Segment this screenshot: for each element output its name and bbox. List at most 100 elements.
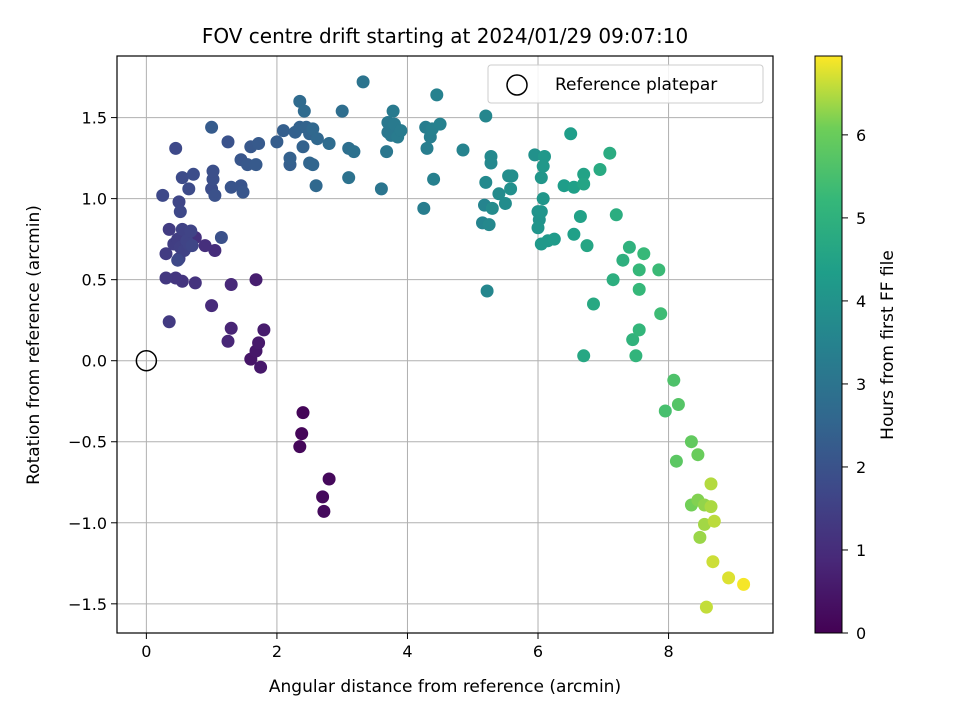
plot-frame <box>116 55 774 634</box>
scatter-point <box>322 472 336 486</box>
scatter-point <box>632 282 646 296</box>
scatter-point <box>224 321 238 335</box>
scatter-point <box>295 427 309 441</box>
scatter-point <box>224 278 238 291</box>
scatter-point <box>306 122 320 136</box>
scatter-point <box>185 239 199 253</box>
grid-lines <box>117 56 773 633</box>
y-tick-label: −1.0 <box>68 514 107 533</box>
scatter-point <box>534 171 548 185</box>
scatter-point <box>182 182 196 196</box>
scatter-point <box>577 349 591 363</box>
scatter-points <box>156 75 751 614</box>
scatter-point <box>629 349 643 363</box>
legend-marker-icon <box>506 74 528 96</box>
colorbar-tick-label: 5 <box>856 209 866 228</box>
scatter-point <box>417 201 431 215</box>
scatter-point <box>162 222 176 236</box>
scatter-point <box>580 239 594 253</box>
scatter-point <box>654 307 668 321</box>
scatter-point <box>380 145 394 159</box>
scatter-point <box>296 140 310 154</box>
legend: Reference platepar <box>487 64 764 104</box>
scatter-point <box>171 253 185 267</box>
colorbar-label: Hours from first FF file <box>878 250 898 440</box>
scatter-point <box>342 171 356 185</box>
y-tick-label: −0.5 <box>68 433 107 452</box>
colorbar <box>814 55 843 634</box>
scatter-point <box>699 600 713 614</box>
scatter-point <box>198 239 212 253</box>
scatter-point <box>293 440 307 454</box>
scatter-point <box>249 158 263 172</box>
scatter-point <box>603 146 617 160</box>
scatter-point <box>704 477 718 491</box>
scatter-point <box>637 247 651 261</box>
scatter-point <box>484 150 498 163</box>
colorbar-tick-label: 6 <box>856 126 866 145</box>
scatter-point <box>188 276 202 290</box>
colorbar-tick-label: 2 <box>856 458 866 477</box>
scatter-point <box>707 514 721 528</box>
scatter-point <box>557 179 571 193</box>
scatter-point <box>658 404 672 418</box>
scatter-point <box>485 201 499 215</box>
x-tick-label: 0 <box>141 642 151 661</box>
scatter-point <box>420 141 434 155</box>
legend-entry-reference: Reference platepar <box>555 75 717 95</box>
scatter-point <box>186 167 200 181</box>
scatter-point <box>175 171 189 185</box>
scatter-point <box>480 284 494 298</box>
scatter-point <box>498 197 512 210</box>
scatter-point <box>479 175 493 189</box>
scatter-point <box>567 227 581 241</box>
scatter-point <box>356 75 370 89</box>
scatter-point <box>722 571 736 585</box>
scatter-point <box>159 247 173 261</box>
colorbar-tick-label: 1 <box>856 541 866 560</box>
scatter-point <box>293 94 307 108</box>
legend-box <box>487 64 764 104</box>
scatter-point <box>221 135 235 149</box>
scatter-point <box>169 141 183 155</box>
x-axis-ticks: 0 2 4 6 8 <box>141 633 674 661</box>
scatter-point <box>684 435 698 449</box>
scatter-point <box>205 299 219 313</box>
scatter-point <box>427 172 441 186</box>
scatter-point <box>270 135 284 149</box>
scatter-point <box>577 177 591 191</box>
scatter-point <box>652 263 666 277</box>
scatter-point <box>479 109 493 123</box>
scatter-point <box>224 180 238 194</box>
scatter-point <box>577 167 591 181</box>
scatter-point <box>534 205 548 219</box>
scatter-point <box>276 124 290 138</box>
scatter-point <box>504 182 518 196</box>
scatter-point <box>616 253 630 267</box>
scatter-point <box>156 188 170 202</box>
scatter-point <box>567 180 581 194</box>
scatter-point <box>257 323 271 337</box>
scatter-point <box>184 224 198 238</box>
scatter-point <box>626 333 640 347</box>
scatter-point <box>208 188 222 202</box>
scatter-point <box>310 132 324 146</box>
scatter-point <box>335 104 349 118</box>
scatter-point <box>252 336 266 350</box>
scatter-point <box>698 517 711 531</box>
scatter-point <box>531 221 545 235</box>
y-tick-label: 1.5 <box>82 109 107 128</box>
scatter-point <box>309 179 323 193</box>
scatter-point <box>622 240 636 254</box>
reference-platepar-marker <box>135 349 158 372</box>
scatter-point <box>693 530 707 544</box>
scatter-point <box>317 504 331 518</box>
scatter-point <box>538 150 551 163</box>
scatter-point <box>430 88 444 102</box>
x-tick-label: 2 <box>272 642 282 661</box>
scatter-point <box>706 555 720 569</box>
scatter-point <box>221 334 235 348</box>
chart-title: FOV centre drift starting at 2024/01/29 … <box>202 24 688 48</box>
scatter-point <box>564 127 578 141</box>
scatter-point <box>593 163 607 176</box>
